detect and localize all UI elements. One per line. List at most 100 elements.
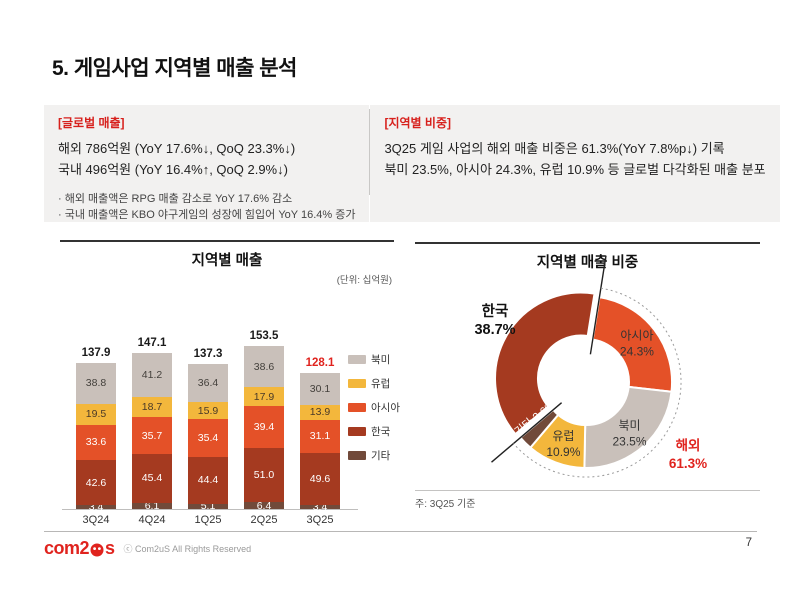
donut-label-asia-pct: 24.3% [620, 344, 654, 358]
bar-segment-기타: 6.1 [132, 499, 172, 512]
bar-stack: 6.4 51.0 39.4 17.9 38.6 [244, 346, 284, 512]
bar-segment-아시아: 35.7 [132, 416, 172, 455]
bar-legend: 북미 유럽 아시아 한국 기타 [348, 352, 400, 463]
bar-segment-아시아: 39.4 [244, 406, 284, 449]
copyright-text: ⓒ Com2uS All Rights Reserved [123, 544, 252, 554]
legend-item-유럽: 유럽 [348, 376, 400, 391]
bar-total-label: 137.9 [81, 346, 111, 359]
donut-label-na: 북미 [618, 419, 640, 433]
footer: com2 s ⓒ Com2uS All Rights Reserved [44, 538, 251, 559]
bar-segment-유럽: 15.9 [188, 402, 228, 420]
donut-chart-title: 지역별 매출 비중 [536, 255, 639, 271]
bar-segment-아시아: 35.4 [188, 419, 228, 457]
bar-stack: 3.4 42.6 33.6 19.5 38.8 [76, 362, 116, 514]
bar-segment-북미: 30.1 [300, 373, 340, 406]
segment-value-label: 30.1 [309, 383, 331, 396]
bar-category-label: 3Q24 [82, 514, 110, 526]
bar-segment-북미: 38.8 [76, 362, 116, 404]
donut-slice-한국 [494, 291, 596, 436]
legend-swatch [348, 379, 366, 388]
segment-value-label: 31.1 [309, 430, 331, 443]
smiley-u-icon [90, 543, 104, 557]
segment-value-label: 3.4 [88, 501, 104, 514]
chart-top-rule [415, 242, 760, 244]
legend-swatch [348, 427, 366, 436]
segment-value-label: 38.8 [85, 377, 107, 390]
bar-segment-한국: 51.0 [244, 448, 284, 503]
unit-label: (단위: 십억원) [336, 275, 392, 286]
bar-segment-한국: 45.4 [132, 454, 172, 503]
bar-total-label: 128.1 [305, 357, 335, 370]
bar-total-label: 153.5 [249, 330, 279, 343]
legend-swatch [348, 355, 366, 364]
bar-category-label: 3Q25 [306, 514, 334, 526]
donut-slice-북미 [583, 385, 673, 470]
bar-column: 153.5 6.4 51.0 39.4 17.9 38.6 [244, 330, 284, 512]
summary-panel: [글로벌 매출] 해외 786억원 (YoY 17.6%↓, QoQ 23.3%… [44, 105, 780, 223]
com2us-logo: com2 s [44, 538, 115, 559]
legend-label: 아시아 [371, 402, 400, 414]
bar-chart-title: 지역별 매출 [191, 253, 263, 269]
logo-text-left: com2 [44, 538, 90, 558]
bar-total-label: 137.3 [193, 347, 223, 360]
legend-label: 북미 [371, 354, 391, 366]
overseas-bullet: · 해외 매출액은 RPG 매출 감소로 YoY 17.6% 감소 [58, 193, 293, 205]
regional-share-box: [지역별 비중] 3Q25 게임 사업의 해외 매출 비중은 61.3%(YoY… [370, 105, 780, 222]
legend-label: 유럽 [371, 378, 391, 390]
segment-value-label: 44.4 [197, 474, 219, 487]
bar-segment-북미: 38.6 [244, 346, 284, 388]
legend-label: 한국 [371, 426, 391, 438]
footer-rule [44, 531, 757, 532]
share-breakdown-line: 북미 23.5%, 아시아 24.3%, 유럽 10.9% 등 글로벌 다각화된… [384, 162, 766, 177]
segment-value-label: 45.4 [141, 472, 163, 485]
legend-swatch [348, 451, 366, 460]
legend-swatch [348, 403, 366, 412]
overseas-share-line: 3Q25 게임 사업의 해외 매출 비중은 61.3%(YoY 7.8%p↓) … [384, 141, 725, 156]
segment-value-label: 38.6 [253, 360, 275, 373]
bar-segment-유럽: 19.5 [76, 403, 116, 425]
bar-chart-plot: 137.9 3.4 42.6 33.6 19.5 38.8 147.1 6.1 45.4 35.7… [60, 290, 400, 526]
bar-segment-북미: 36.4 [188, 363, 228, 403]
bar-stack: 6.1 45.4 35.7 18.7 41.2 [132, 353, 172, 512]
donut-label-europe-pct: 10.9% [546, 445, 580, 459]
segment-value-label: 33.6 [85, 436, 107, 449]
segment-value-label: 36.4 [197, 376, 219, 389]
donut-label-asia: 아시아 [620, 328, 653, 342]
divider-line [491, 402, 563, 463]
bar-segment-유럽: 17.9 [244, 387, 284, 407]
legend-item-북미: 북미 [348, 352, 400, 367]
segment-value-label: 6.4 [256, 499, 272, 512]
chart-note: 주: 3Q25 기준 [415, 499, 476, 510]
segment-value-label: 13.9 [309, 406, 331, 419]
segment-value-label: 18.7 [141, 400, 163, 413]
bar-categories: 3Q24 4Q24 1Q25 2Q25 3Q25 [62, 514, 358, 526]
segment-value-label: 41.2 [141, 368, 163, 381]
logo-text-right: s [105, 538, 115, 558]
bar-stack: 3.4 49.6 31.1 13.9 30.1 [300, 373, 340, 514]
sales-bullets: · 해외 매출액은 RPG 매출 감소로 YoY 17.6% 감소 · 국내 매… [58, 192, 355, 223]
donut-callout-overseas: 해외 [676, 437, 701, 453]
bar-segment-한국: 42.6 [76, 460, 116, 506]
bar-column: 137.3 5.1 44.4 35.4 15.9 36.4 [188, 347, 228, 513]
bar-category-label: 1Q25 [194, 514, 222, 526]
segment-value-label: 3.4 [312, 501, 328, 514]
divider-line [589, 255, 607, 355]
overseas-sales-line: 해외 786억원 (YoY 17.6%↓, QoQ 23.3%↓) [58, 141, 296, 156]
segment-value-label: 5.1 [200, 500, 216, 513]
donut-label-europe: 유럽 [552, 429, 574, 443]
donut-label-na-pct: 23.5% [612, 435, 646, 449]
segment-value-label: 49.6 [309, 473, 331, 486]
page-title: 5. 게임사업 지역별 매출 분석 [52, 57, 297, 80]
bar-segment-기타: 5.1 [188, 500, 228, 513]
bar-segment-기타: 3.4 [76, 501, 116, 514]
page-number: 7 [745, 537, 752, 549]
regional-share-chart: 지역별 매출 비중 아시아 24.3% 북미 23.5% 유럽 10.9% 기타 2.6% 한… [415, 242, 760, 517]
regional-share-heading: [지역별 비중] [384, 116, 451, 130]
segment-value-label: 19.5 [85, 408, 107, 421]
note-rule [415, 490, 760, 491]
bar-category-label: 2Q25 [250, 514, 278, 526]
segment-value-label: 39.4 [253, 421, 275, 434]
segment-value-label: 51.0 [253, 469, 275, 482]
segment-value-label: 6.1 [144, 499, 160, 512]
